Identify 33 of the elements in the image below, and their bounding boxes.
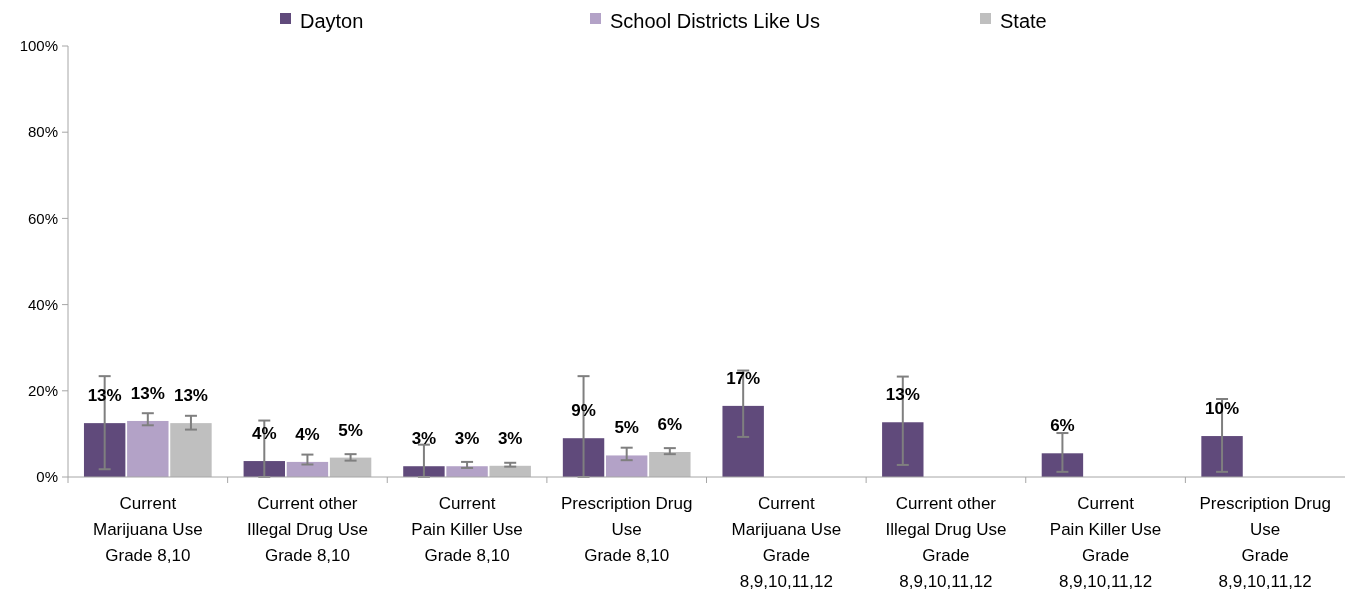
data-label: 6% [657, 415, 683, 434]
x-tick-label: Prescription Drug Use Grade 8,10 [561, 494, 693, 565]
y-tick-label: 80% [27, 123, 58, 141]
x-tick-label: Current other Illegal Drug Use Grade 8,9,10,11,12 [885, 494, 1007, 591]
y-tick-label: 40% [27, 295, 58, 313]
y-tick-label: 0% [36, 468, 58, 486]
data-label: 5% [338, 420, 363, 440]
data-label: 10% [1205, 399, 1240, 419]
data-label: 3% [411, 429, 437, 449]
y-tick-label: 60% [27, 209, 58, 227]
data-label: 13% [885, 385, 920, 405]
data-label: 13% [87, 386, 122, 406]
x-tick-label: Prescription Drug Use Grade 8,9,10,11,12 [1199, 494, 1331, 591]
data-label: 17% [726, 368, 761, 388]
y-tick-label: 100% [19, 37, 58, 55]
x-tick-label: Current Pain Killer Use Grade 8,10 [411, 494, 523, 565]
data-label: 6% [1050, 416, 1075, 436]
legend-label: Dayton [300, 10, 364, 32]
x-tick-label: Current other Illegal Drug Use Grade 8,10 [246, 494, 368, 565]
data-label: 13% [173, 386, 208, 406]
y-tick-label: 20% [27, 382, 58, 400]
data-label: 13% [130, 383, 165, 403]
legend-label: School Districts Like Us [610, 10, 821, 32]
x-tick-label: Current Marijuana Use Grade 8,9,10,11,12 [731, 494, 842, 591]
x-tick-label: Current Marijuana Use Grade 8,10 [93, 494, 203, 565]
data-label: 4% [252, 424, 277, 444]
data-label: 9% [571, 401, 596, 421]
data-label: 3% [497, 428, 523, 448]
x-tick-label: Current Pain Killer Use Grade 8,9,10,11,12 [1049, 494, 1162, 591]
data-label: 3% [454, 429, 480, 449]
data-label: 5% [614, 418, 639, 438]
data-label: 4% [295, 424, 320, 444]
legend-label: State [1000, 10, 1047, 32]
